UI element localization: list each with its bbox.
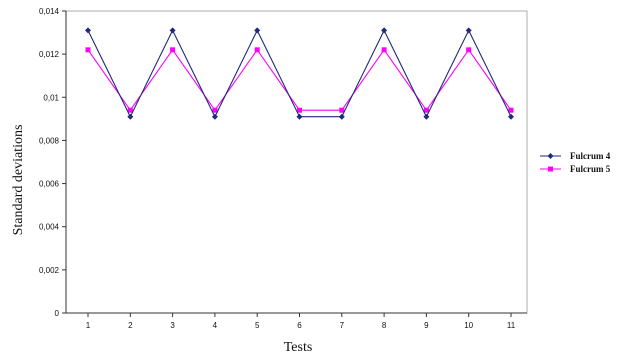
legend-item: Fulcrum 4 (540, 151, 611, 161)
data-point (254, 47, 260, 53)
data-point (127, 113, 134, 120)
data-point (85, 27, 91, 34)
data-point (423, 107, 429, 113)
legend-label: Fulcrum 5 (570, 164, 611, 174)
series-line (87, 29, 512, 118)
plot-area (65, 10, 528, 314)
y-tick-label: 0,004 (39, 223, 60, 232)
y-tick-label: 0,012 (39, 50, 60, 59)
data-point (423, 113, 430, 120)
data-point (339, 107, 345, 113)
y-tick-label: 0,002 (39, 266, 60, 275)
y-tick-label: 0,01 (43, 93, 59, 102)
legend-item: Fulcrum 5 (540, 164, 611, 174)
data-point (211, 113, 218, 120)
y-tick-label: 0,006 (39, 180, 60, 189)
legend-marker (548, 166, 553, 172)
y-axis: 0 0,002 0,004 0,006 0,008 0,01 0,012 0,014 (39, 7, 67, 318)
data-point (212, 107, 218, 113)
data-point (381, 27, 388, 34)
x-tick-label: 11 (507, 321, 516, 330)
data-point (296, 113, 303, 120)
series-line (87, 48, 512, 112)
legend-label: Fulcrum 4 (570, 151, 611, 161)
x-tick-label: 2 (128, 321, 133, 330)
x-tick-label: 8 (382, 321, 387, 330)
series-layer (85, 27, 514, 120)
x-tick-label: 10 (464, 321, 473, 330)
series-fulcrum-4 (85, 27, 514, 120)
y-tick-label: 0,014 (39, 7, 60, 16)
y-tick-label: 0,008 (39, 136, 60, 145)
data-point (338, 113, 345, 120)
x-tick-label: 5 (255, 321, 260, 330)
legend: Fulcrum 4 Fulcrum 5 (540, 151, 611, 174)
x-tick-label: 4 (213, 321, 218, 330)
data-point (127, 107, 133, 113)
data-point (466, 47, 472, 53)
x-axis-title: Tests (284, 340, 313, 355)
x-tick-label: 3 (170, 321, 175, 330)
legend-marker (547, 153, 554, 159)
x-tick-label: 1 (86, 321, 91, 330)
data-point (254, 27, 261, 34)
series-fulcrum-5 (85, 47, 514, 113)
data-point (465, 27, 472, 34)
x-tick-label: 9 (424, 321, 429, 330)
data-point (381, 47, 387, 53)
x-axis: 1 2 3 4 5 6 7 8 9 10 11 (66, 312, 527, 330)
data-point (297, 107, 302, 113)
y-tick-label: 0 (55, 309, 60, 318)
x-tick-label: 6 (297, 321, 302, 330)
x-tick-label: 7 (340, 321, 345, 330)
data-point (508, 113, 514, 120)
data-point (170, 47, 176, 53)
y-axis-title: Standard deviations (11, 125, 26, 236)
data-point (169, 27, 176, 34)
data-point (85, 47, 91, 53)
data-point (508, 107, 514, 113)
